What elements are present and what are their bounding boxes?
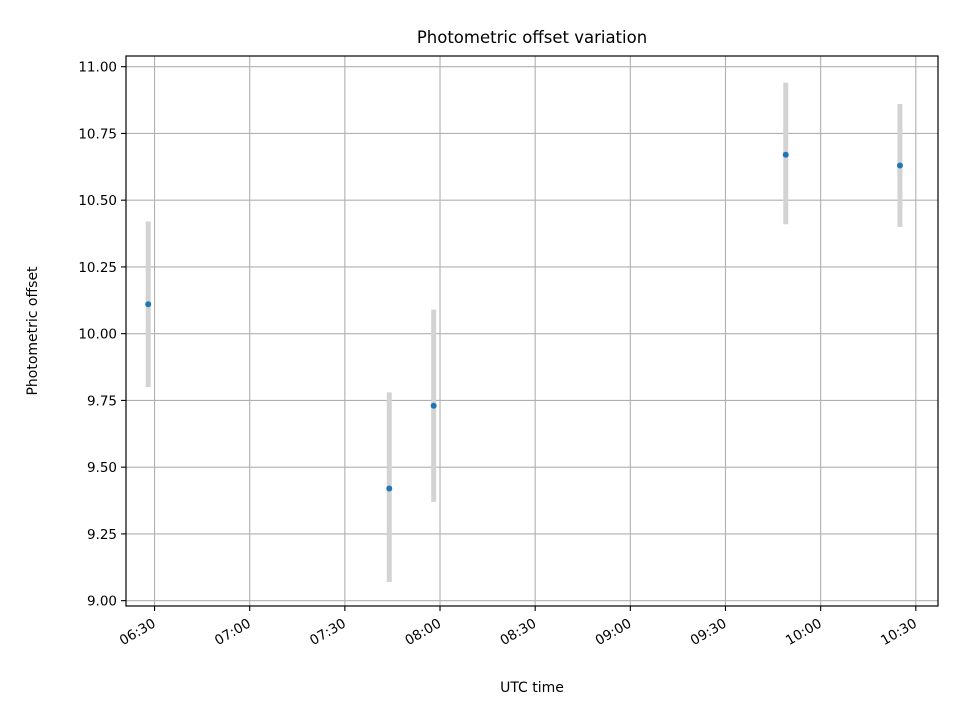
y-tick-label: 10.75 (78, 126, 117, 142)
x-axis-label: UTC time (500, 680, 564, 696)
y-tick-label: 9.75 (87, 393, 117, 409)
grid-lines (126, 56, 938, 606)
y-axis-label: Photometric offset (25, 266, 41, 396)
data-point (782, 151, 789, 158)
y-tick-label: 9.50 (87, 460, 117, 476)
y-tick-label: 11.00 (78, 60, 117, 76)
data-point (386, 485, 393, 492)
y-tick-label: 10.00 (78, 327, 117, 343)
data-points (145, 151, 903, 492)
y-tick-label: 10.50 (78, 193, 117, 209)
y-tick-label: 10.25 (78, 260, 117, 276)
chart-title: Photometric offset variation (417, 28, 647, 47)
y-tick-label: 9.25 (87, 527, 117, 543)
y-axis-ticks: 9.00 9.25 9.50 9.75 10.00 10.25 10.50 10.75 11.0… (78, 60, 126, 610)
y-tick-label: 9.00 (87, 594, 117, 610)
data-point (896, 162, 903, 169)
data-point (430, 402, 437, 409)
axes-frame (125, 55, 939, 607)
data-point (145, 301, 152, 308)
